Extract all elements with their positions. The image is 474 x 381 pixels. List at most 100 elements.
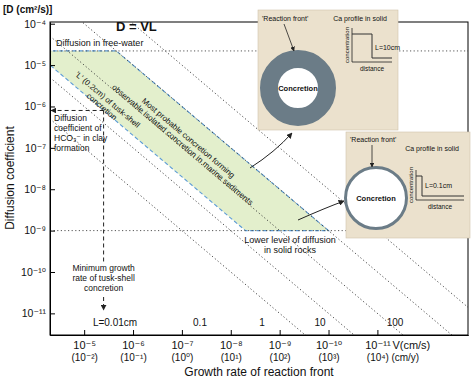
band-label: Most probable concretion formingobservab…: [110, 76, 260, 207]
reference-d-label-line: HCO₃⁻ in clay: [54, 133, 108, 143]
tick-label: 10⁻⁹: [269, 339, 292, 351]
level-label-line: Diffusion in free-water: [56, 38, 143, 48]
tick: 10⁻⁴: [24, 18, 55, 30]
tick-label: 10⁻¹⁰: [316, 339, 343, 351]
level-label: Lower level of diffusionin solid rocks: [244, 235, 335, 255]
reference-v-label-line: concretion: [84, 283, 123, 293]
profile-l-label: L=0.1cm: [425, 182, 452, 189]
tick: (10²): [270, 335, 291, 363]
tick-label: (10⁻²): [71, 352, 97, 363]
chart-svg: 10⁻⁵ 10⁻⁶ 10⁻⁷ 10⁻⁸ 10⁻⁹ 10⁻¹⁰ 10⁻¹¹ (10⁻²) (10⁻…: [0, 0, 474, 381]
tick: 10⁻⁷: [171, 330, 193, 351]
profile-axes: [416, 170, 464, 200]
tick-label: 10⁻⁸: [24, 183, 46, 195]
tick: 10⁻⁹: [24, 224, 55, 236]
chart-root: 10⁻⁵ 10⁻⁶ 10⁻⁷ 10⁻⁸ 10⁻⁹ 10⁻¹⁰ 10⁻¹¹ (10⁻²) (10⁻…: [0, 0, 474, 381]
tick: (10⁻²): [71, 335, 97, 363]
front-arrow: [372, 145, 373, 167]
series-label: 1: [259, 317, 265, 328]
tick: 10⁻¹⁰: [21, 266, 55, 278]
axis-line: [50, 23, 51, 336]
front-label: 'Reaction front': [262, 15, 308, 22]
reference-d-line: [51, 110, 104, 111]
band-label-group: Most probable concretion formingobservab…: [110, 76, 260, 207]
profile-label: Ca profile in solid: [333, 15, 387, 23]
tick: 10⁻¹¹: [22, 307, 55, 319]
tick: 10⁻¹¹: [365, 330, 391, 351]
x2-axis-unit: (cm/y): [391, 352, 419, 363]
tick: (10⁴): [367, 335, 389, 363]
tick-mark: [84, 330, 85, 335]
profile-x-label: distance: [360, 65, 385, 72]
reference-d-label: Diffusioncoefficient ofHCO₃⁻ in clayform…: [54, 113, 108, 153]
profile-x-label: distance: [428, 203, 453, 210]
front-arrow: [284, 24, 294, 51]
tick-label: 10⁻⁵: [73, 339, 96, 351]
tick-label: 10⁻⁴: [24, 18, 46, 30]
tick-label: (10⁻¹): [120, 352, 146, 363]
y-axis: 10⁻⁴ 10⁻⁵ 10⁻⁶ 10⁻⁷ 10⁻⁸ 10⁻⁹ 10⁻¹⁰ 10⁻¹¹: [21, 18, 55, 336]
level-label: Diffusion in free-water: [56, 38, 143, 48]
chart-title: D = VL: [116, 19, 157, 34]
tick-label: 10⁻⁷: [171, 339, 193, 351]
concretion-label: Concretion: [356, 194, 396, 203]
tick-mark: [182, 330, 183, 335]
y-axis-unit: [D (cm²/s)]: [3, 4, 52, 15]
tick-mark: [280, 330, 281, 335]
tick-label: (10⁰): [172, 352, 194, 363]
tick-label: 10⁻⁷: [25, 142, 46, 154]
profile-l-label: L=10cm: [375, 44, 400, 51]
inset-arrow: [298, 201, 344, 220]
inset-background: [346, 132, 470, 238]
tick-label: 10⁻¹⁰: [21, 266, 46, 278]
tick: (10¹): [221, 335, 242, 363]
profile-curve: [416, 176, 464, 196]
tick-mark: [231, 330, 232, 335]
tick-label: 10⁻⁸: [220, 339, 243, 351]
tick-mark: [50, 106, 55, 107]
series-label: 0.1: [193, 317, 207, 328]
tick: 10⁻⁷: [25, 142, 55, 154]
tick-mark: [50, 313, 55, 314]
band-label-line: concretion: [85, 91, 119, 122]
tick-label: 10⁻⁵: [24, 59, 46, 71]
tick-label: (10²): [270, 352, 291, 363]
tick-mark: [50, 65, 55, 66]
inset-arrow: [250, 133, 292, 168]
band: [50, 51, 329, 231]
inset-background: [258, 10, 398, 130]
tick-label: 10⁻¹¹: [22, 307, 47, 319]
reference-v-arrow: [103, 297, 104, 310]
concretion-ring: [346, 168, 407, 229]
reference-d-label-line: Diffusion: [54, 113, 87, 123]
tick-mark: [50, 24, 55, 25]
tick-mark: [329, 330, 330, 335]
tick-mark: [50, 231, 55, 232]
y-axis-title: Diffusion coefficient: [3, 126, 17, 230]
tick: 10⁻⁶: [24, 100, 55, 112]
x-axis-title: Growth rate of reaction front: [184, 365, 334, 379]
tick: (10³): [318, 335, 339, 363]
tick-label: 10⁻¹¹: [365, 339, 391, 351]
tick: (10⁻¹): [120, 335, 146, 363]
series-label: 100: [387, 317, 404, 328]
band-label-line: observable isolated concretion in marine…: [110, 83, 255, 207]
tick-mark: [50, 189, 55, 190]
reference-v-label-line: Minimum growth: [72, 263, 135, 273]
band-label-line: Most probable concretion forming: [140, 96, 236, 180]
x-axis-unit: V(cm/s): [392, 339, 430, 351]
tick-label: 10⁻⁶: [122, 339, 145, 351]
front-label: 'Reaction front': [350, 136, 396, 143]
tick-label: 10⁻⁶: [24, 100, 46, 112]
profile-y-label: concentration: [408, 167, 414, 203]
tick-label: 10⁻⁹: [24, 224, 46, 236]
tick-mark: [133, 330, 134, 335]
reference-d-label-line: coefficient of: [54, 123, 102, 133]
tick: 10⁻⁹: [269, 330, 292, 351]
level-label-line: in solid rocks: [264, 245, 317, 255]
concretion-ring: [269, 59, 327, 117]
axis-line: [51, 335, 469, 336]
tick-mark: [377, 330, 378, 335]
tick-label: (10⁴): [367, 352, 389, 363]
inset: Concretion'Reaction front'Ca profile in …: [346, 132, 471, 238]
